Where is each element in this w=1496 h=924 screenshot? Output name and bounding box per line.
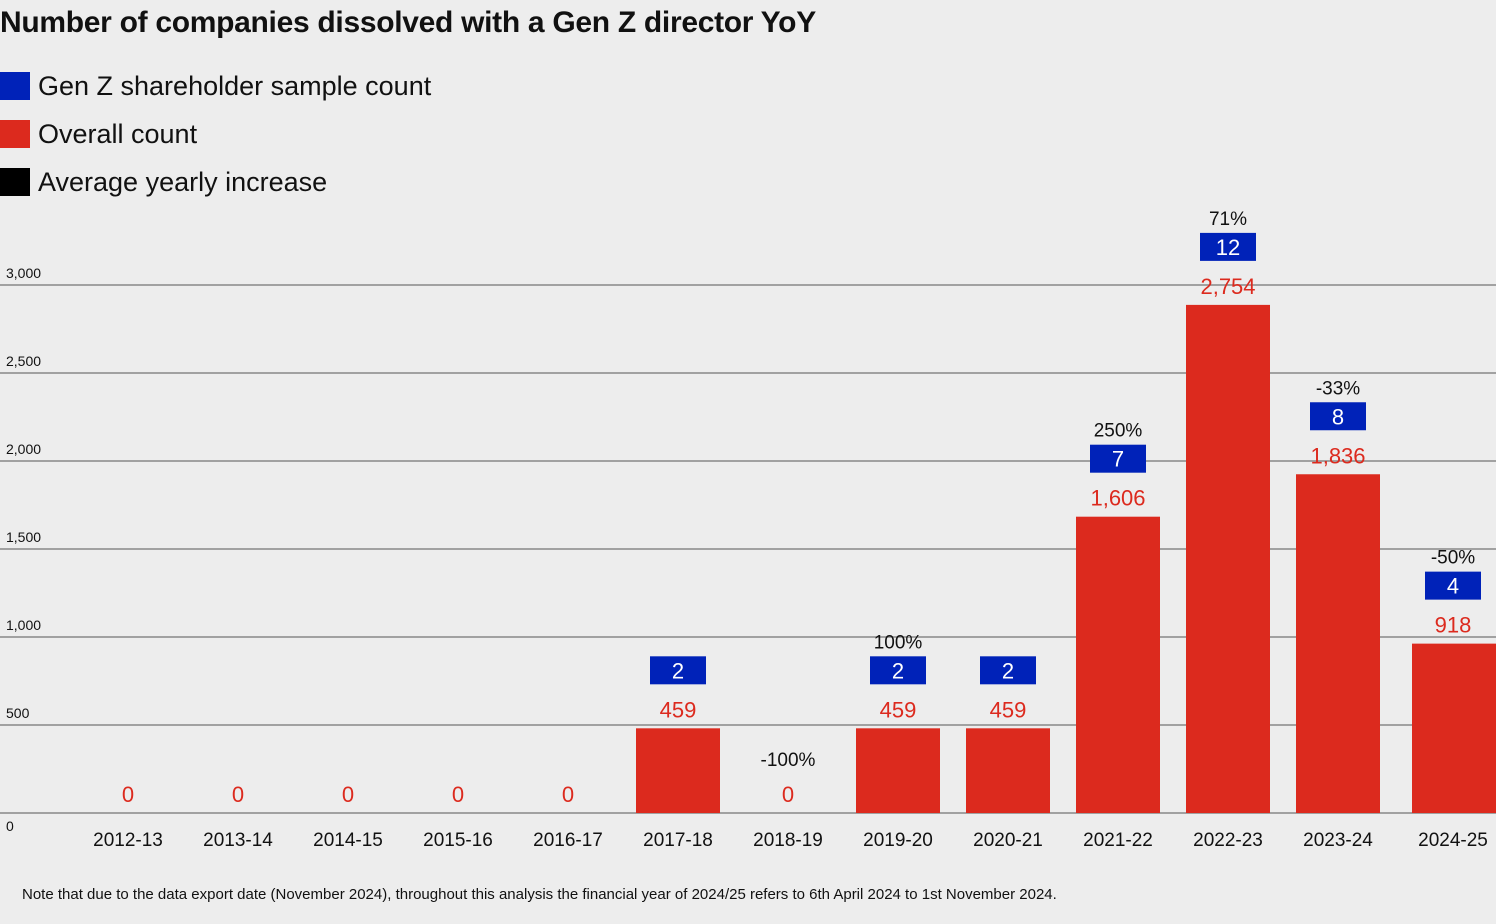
bar-overall: [1296, 474, 1380, 813]
bar-value-label: 2,754: [1200, 274, 1255, 299]
legend-item-genz: Gen Z shareholder sample count: [0, 70, 432, 101]
legend-label: Overall count: [38, 118, 198, 149]
genz-count-label: 4: [1447, 574, 1459, 599]
x-tick-label: 2021-22: [1083, 830, 1153, 851]
legend-swatch-red: [0, 120, 30, 148]
legend-swatch-black: [0, 168, 30, 196]
bar-value-label: 459: [660, 697, 697, 722]
bar-overall: [1412, 643, 1496, 813]
genz-count-box: [1200, 232, 1256, 261]
x-tick-label: 2016-17: [533, 830, 603, 851]
yoy-change-label: -100%: [761, 750, 816, 771]
bar-overall: [856, 728, 940, 813]
x-tick-label: 2013-14: [203, 830, 273, 851]
legend-swatch-blue: [0, 72, 30, 100]
bar-value-label: 0: [342, 782, 354, 807]
x-tick-label: 2023-24: [1303, 830, 1373, 851]
genz-count-box: [870, 656, 926, 685]
genz-count-box: [1090, 444, 1146, 473]
yoy-change-label: 71%: [1209, 209, 1247, 230]
bar-overall: [636, 728, 720, 813]
genz-count-label: 2: [892, 658, 904, 683]
genz-count-box: [980, 656, 1036, 685]
x-tick-label: 2014-15: [313, 830, 383, 851]
bar-overall: [1076, 516, 1160, 813]
x-tick-label: 2015-16: [423, 830, 493, 851]
legend-item-overall: Overall count: [0, 118, 198, 149]
yoy-change-label: 250%: [1094, 421, 1143, 442]
x-tick-label: 2018-19: [753, 830, 823, 851]
genz-count-label: 2: [672, 658, 684, 683]
y-tick-label: 0: [6, 818, 14, 834]
bar-value-label: 0: [232, 782, 244, 807]
genz-count-label: 7: [1112, 447, 1124, 472]
footnote: Note that due to the data export date (N…: [22, 886, 1057, 903]
bar-value-label: 459: [990, 697, 1027, 722]
x-tick-label: 2024-25: [1418, 830, 1488, 851]
y-tick-label: 2,000: [6, 441, 41, 457]
y-tick-label: 500: [6, 705, 30, 721]
y-tick-label: 1,000: [6, 617, 41, 633]
yoy-change-label: -33%: [1316, 378, 1360, 399]
bar-value-label: 0: [122, 782, 134, 807]
legend-item-average: Average yearly increase: [0, 166, 328, 197]
x-tick-label: 2019-20: [863, 830, 933, 851]
genz-count-box: [1310, 402, 1366, 431]
bar-overall: [1186, 304, 1270, 813]
genz-count-label: 2: [1002, 658, 1014, 683]
y-tick-label: 1,500: [6, 529, 41, 545]
y-tick-label: 2,500: [6, 353, 41, 369]
yoy-change-label: 100%: [874, 632, 923, 653]
x-tick-label: 2020-21: [973, 830, 1043, 851]
y-tick-label: 3,000: [6, 265, 41, 281]
bar-value-label: 0: [562, 782, 574, 807]
x-tick-label: 2017-18: [643, 830, 713, 851]
bar-overall: [966, 728, 1050, 813]
bar-value-label: 1,836: [1310, 443, 1365, 468]
bar-value-label: 0: [782, 782, 794, 807]
genz-count-box: [650, 656, 706, 685]
bar-value-label: 0: [452, 782, 464, 807]
bar-value-label: 918: [1435, 613, 1472, 638]
yoy-change-label: -50%: [1431, 548, 1475, 569]
genz-count-label: 8: [1332, 404, 1344, 429]
legend-label: Gen Z shareholder sample count: [38, 70, 432, 101]
genz-count-box: [1425, 571, 1481, 600]
chart-title: Number of companies dissolved with a Gen…: [0, 6, 816, 39]
bar-value-label: 459: [880, 697, 917, 722]
legend-label: Average yearly increase: [38, 166, 328, 197]
bar-value-label: 1,606: [1090, 486, 1145, 511]
x-tick-label: 2022-23: [1193, 830, 1263, 851]
x-tick-label: 2012-13: [93, 830, 163, 851]
genz-count-label: 12: [1216, 235, 1240, 260]
